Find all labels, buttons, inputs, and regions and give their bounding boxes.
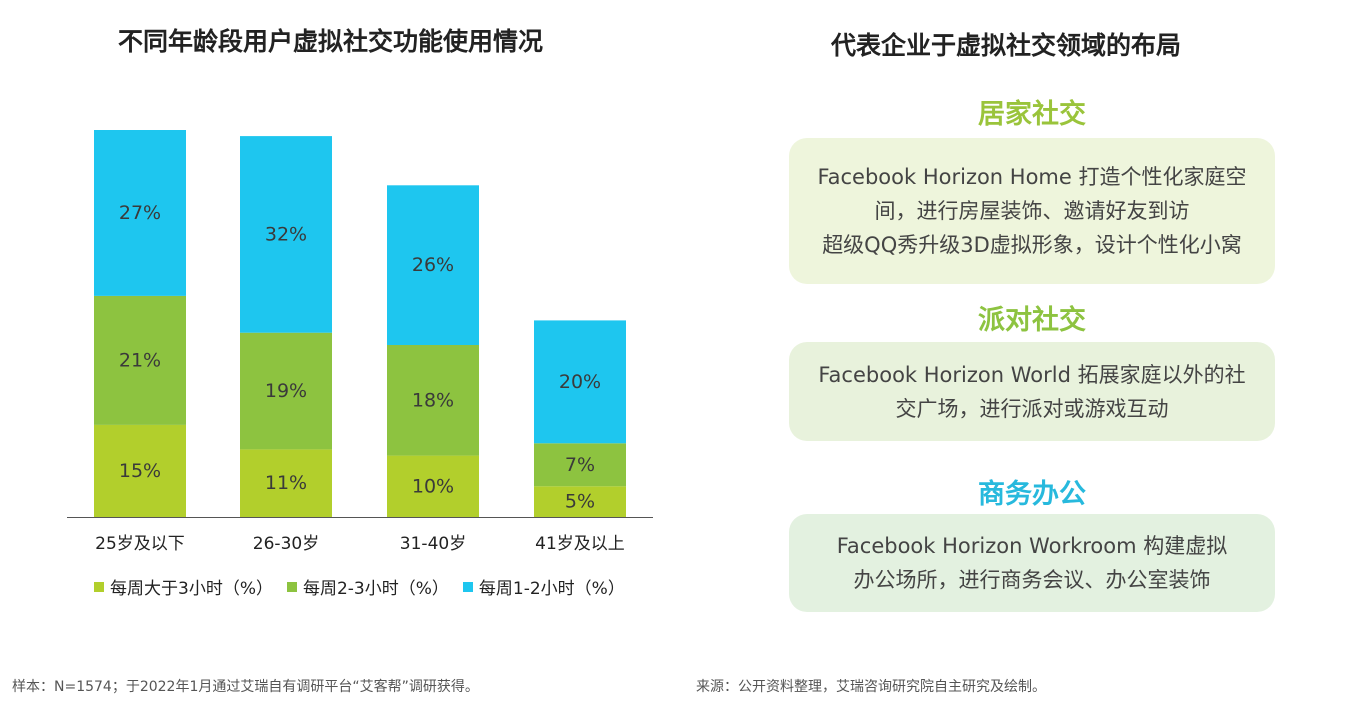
bar-segment [534, 486, 626, 517]
data-label: 7% [565, 454, 595, 476]
chart-title: 不同年龄段用户虚拟社交功能使用情况 [118, 27, 544, 56]
legend-label: 每周大于3小时（%） [110, 579, 273, 599]
card-text-line: 超级QQ秀升级3D虚拟形象，设计个性化小窝 [822, 233, 1242, 257]
data-label: 20% [559, 371, 601, 393]
bar-segment [94, 424, 186, 517]
category-label: 31-40岁 [400, 534, 466, 554]
bar-segment [387, 345, 479, 456]
section-title-business-office: 商务办公 [978, 479, 1086, 510]
card-text-line: 办公场所，进行商务会议、办公室装饰 [853, 568, 1211, 592]
category-label: 41岁及以上 [535, 534, 625, 554]
data-label: 15% [119, 460, 161, 482]
legend-item-1-2h: 每周1-2小时（%） [462, 574, 625, 599]
data-label: 27% [119, 202, 161, 224]
sample-footnote: 样本：N=1574；于2022年1月通过艾瑞自有调研平台“艾客帮”调研获得。 [12, 679, 479, 695]
card-text-line: Facebook Horizon World 拓展家庭以外的社 [818, 362, 1246, 387]
legend-item-over-3h: 每周大于3小时（%） [94, 574, 273, 599]
bar-segment [94, 295, 186, 425]
bar-segment [534, 443, 626, 487]
legend-label: 每周2-3小时（%） [302, 579, 449, 599]
data-label: 11% [265, 472, 307, 494]
card-text-line: Facebook Horizon Workroom 构建虚拟 [836, 534, 1228, 558]
card-text-line: 间，进行房屋装饰、邀请好友到访 [874, 199, 1190, 223]
data-label: 19% [265, 380, 307, 402]
legend-item-2-3h: 每周2-3小时（%） [286, 574, 449, 599]
legend-swatch [462, 581, 473, 592]
bar-segment [534, 320, 626, 444]
card-text-line: Facebook Horizon Home 打造个性化家庭空 [817, 165, 1247, 189]
stacked-bar-chart: 15% 21% 27% 25岁及以下 11% 19% 32% 26-30岁 10% 18% 26% 3… [67, 130, 653, 554]
section-title-party-social: 派对社交 [978, 305, 1086, 336]
bar-segment [240, 449, 332, 517]
legend-swatch [94, 581, 104, 592]
data-label: 21% [119, 349, 161, 371]
bar-segment [240, 136, 332, 333]
bar-segment [387, 455, 479, 517]
legend-label: 每周1-2小时（%） [478, 579, 625, 599]
source-footnote: 来源：公开资料整理，艾瑞咨询研究院自主研究及绘制。 [696, 679, 1046, 695]
card-party-social: Facebook Horizon World 拓展家庭以外的社 交广场，进行派对… [789, 342, 1275, 441]
section-title-home-social: 居家社交 [978, 99, 1086, 130]
card-text-line: 交广场，进行派对或游戏互动 [895, 396, 1169, 421]
data-label: 5% [565, 491, 595, 513]
data-label: 10% [412, 475, 454, 497]
panel-title: 代表企业于虚拟社交领域的布局 [831, 31, 1182, 60]
category-label: 25岁及以下 [95, 534, 185, 554]
data-label: 26% [412, 254, 454, 276]
card-business-office: Facebook Horizon Workroom 构建虚拟 办公场所，进行商务… [789, 514, 1275, 612]
category-label: 26-30岁 [253, 534, 319, 554]
data-label: 32% [265, 223, 307, 245]
bar-segment [240, 332, 332, 450]
chart-legend: 每周大于3小时（%） 每周2-3小时（%） 每周1-2小时（%） [94, 574, 625, 599]
data-label: 18% [412, 389, 454, 411]
card-home-social: Facebook Horizon Home 打造个性化家庭空 间，进行房屋装饰、… [789, 138, 1275, 284]
bar-segment [387, 185, 479, 345]
legend-swatch [286, 581, 297, 592]
bar-segment [94, 130, 186, 296]
